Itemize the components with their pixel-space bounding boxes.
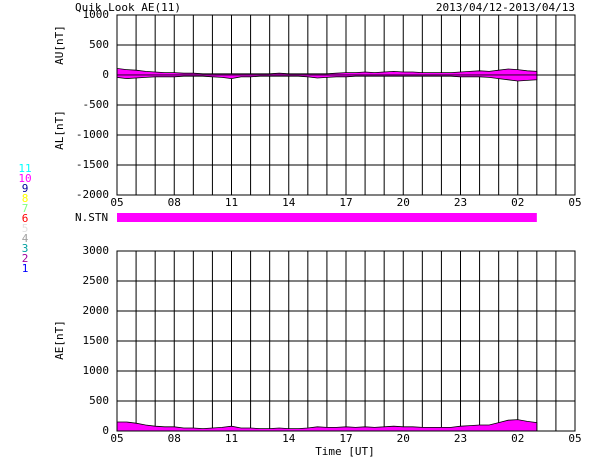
y-tick-label: 2000: [83, 304, 110, 317]
legend-entry: 4: [22, 232, 29, 245]
y-tick-label: -500: [83, 98, 110, 111]
area: [116, 74, 538, 82]
x-tick-label: 20: [397, 432, 410, 445]
x-tick-label: 14: [282, 196, 296, 209]
legend-entry: 3: [22, 242, 29, 255]
x-tick-label: 02: [511, 432, 524, 445]
y-tick-label: 500: [89, 38, 109, 51]
station-label: N.STN: [75, 211, 108, 224]
y-axis-label: AU[nT]: [53, 25, 66, 65]
y-tick-label: -1000: [76, 128, 109, 141]
legend-entry: 7: [22, 202, 29, 215]
x-tick-label: 14: [282, 432, 296, 445]
y-tick-label: 2500: [83, 274, 110, 287]
x-tick-label: 05: [568, 196, 581, 209]
area: [116, 67, 538, 76]
x-tick-label: 08: [168, 432, 181, 445]
legend-entry: 6: [22, 212, 29, 225]
x-tick-label: 05: [110, 432, 123, 445]
y-tick-label: 0: [102, 424, 109, 437]
legend-entry: 1: [22, 262, 29, 275]
x-tick-label: 20: [397, 196, 410, 209]
y-axis-label: AL[nT]: [53, 110, 66, 150]
x-tick-label: 11: [225, 432, 238, 445]
y-tick-label: 3000: [83, 244, 110, 257]
plot-frame: [116, 250, 576, 432]
y-tick-label: 1000: [83, 8, 110, 21]
y-tick-label: 500: [89, 394, 109, 407]
date-range: 2013/04/12-2013/04/13: [436, 1, 575, 14]
legend-entry: 9: [22, 182, 29, 195]
station-bar: [117, 213, 537, 222]
area: [116, 419, 538, 432]
x-tick-label: 05: [110, 196, 123, 209]
x-tick-label: 17: [339, 432, 352, 445]
legend-entry: 2: [22, 252, 29, 265]
y-tick-label: 1000: [83, 364, 110, 377]
x-tick-label: 08: [168, 196, 181, 209]
y-tick-label: 0: [102, 68, 109, 81]
x-tick-label: 23: [454, 196, 467, 209]
plot-frame: [116, 14, 576, 196]
x-tick-label: 02: [511, 196, 524, 209]
chart-title: Quik Look AE(11): [75, 1, 181, 14]
y-axis-label: AE[nT]: [53, 320, 66, 360]
x-tick-label: 05: [568, 432, 581, 445]
y-tick-label: -2000: [76, 188, 109, 201]
y-tick-label: 1500: [83, 334, 110, 347]
y-tick-label: -1500: [76, 158, 109, 171]
x-tick-label: 23: [454, 432, 467, 445]
x-axis-label: Time [UT]: [315, 445, 375, 458]
legend-entry: 10: [18, 172, 31, 185]
legend-entry: 11: [18, 162, 31, 175]
legend-entry: 5: [22, 222, 29, 235]
legend-entry: 8: [22, 192, 29, 205]
x-tick-label: 17: [339, 196, 352, 209]
x-tick-label: 11: [225, 196, 238, 209]
